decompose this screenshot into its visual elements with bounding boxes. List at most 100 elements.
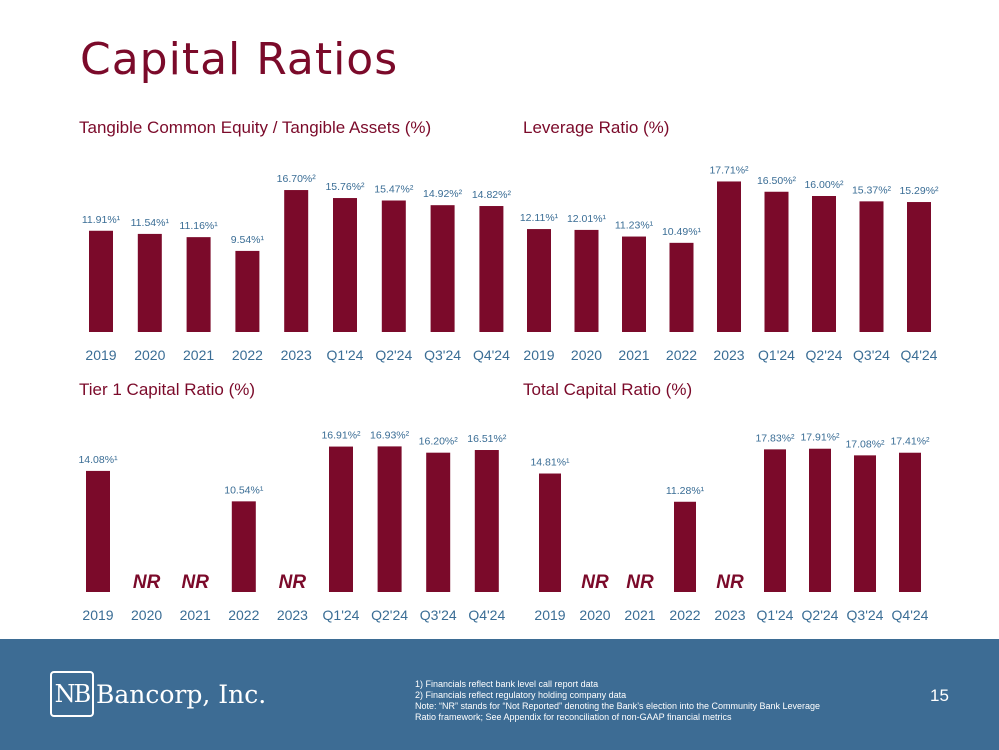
x-tick-label: 2021 [183,347,214,363]
bar [186,237,211,332]
x-tick-label: 2022 [232,347,263,363]
data-label: 11.16%¹ [179,220,218,232]
x-tick-label: Q1'24 [323,607,360,623]
data-label: 15.29%² [899,185,939,197]
bar [235,250,260,332]
bar [899,452,921,592]
data-label: 11.54%¹ [131,217,170,229]
x-tick-label: 2023 [714,607,745,623]
bar [764,191,789,332]
bar [86,470,110,592]
chart-title: Total Capital Ratio (%) [523,380,693,399]
data-label: 16.91%² [321,430,361,442]
x-tick-label: 2019 [534,607,565,623]
chart-canvas: 14.08%¹ 2019 NR 2020 NR 2021 10.54%¹ 2022 NR 2023… [78,429,507,623]
data-label: 10.54%¹ [224,484,264,496]
data-label: 10.49%¹ [662,226,702,238]
footer-bar: NB Bancorp, Inc. 1) Financials reflect b… [0,639,999,750]
data-label: 11.28%¹ [666,485,705,497]
data-label: 16.51%² [467,433,507,445]
data-label: 14.08%¹ [78,454,118,466]
logo-mark: NB [50,671,94,717]
bar [717,181,741,332]
x-tick-label: Q4'24 [901,347,938,363]
bar [539,473,561,592]
x-tick-label: 2023 [281,347,312,363]
chart-title: Tier 1 Capital Ratio (%) [79,380,256,399]
x-tick-label: 2023 [277,607,308,623]
data-label: 11.23%¹ [615,220,654,232]
x-tick-label: Q3'24 [420,607,457,623]
bar [377,446,402,592]
x-tick-label: Q2'24 [802,607,839,623]
bar [426,452,451,592]
footnote-note: Note: “NR” stands for “Not Reported” den… [415,701,821,722]
chart-title: Tangible Common Equity / Tangible Assets… [79,118,432,137]
data-label: 12.11%¹ [520,212,559,224]
data-label: 17.41%² [890,436,930,448]
data-label: 17.83%² [755,432,795,444]
tce-ratio-chart: Tangible Common Equity / Tangible Assets… [79,118,519,368]
bar [812,196,836,332]
x-tick-label: Q3'24 [853,347,890,363]
bar [381,200,406,332]
x-tick-label: 2020 [579,607,610,623]
x-tick-label: Q4'24 [892,607,929,623]
x-tick-label: 2020 [134,347,165,363]
bar [859,201,884,332]
x-tick-label: Q3'24 [424,347,461,363]
leverage-ratio-chart: Leverage Ratio (%) 12.11%¹ 2019 12.01%¹ 202… [520,118,963,368]
data-label: 16.50%² [757,175,797,187]
bar [479,206,504,332]
data-label: 9.54%¹ [231,234,265,246]
x-tick-label: Q1'24 [757,607,794,623]
data-label: 17.08%² [845,438,885,450]
data-label: 17.91%² [800,432,840,444]
data-label: 16.93%² [370,429,410,441]
page-number: 15 [930,686,949,705]
x-tick-label: 2022 [669,607,700,623]
data-label: 11.91%¹ [82,214,121,226]
chart-canvas: 11.91%¹ 2019 11.54%¹ 2020 11.16%¹ 2021 9.54%¹ 2… [82,173,512,363]
x-tick-label: Q4'24 [473,347,510,363]
not-reported-label: NR [581,572,609,593]
data-label: 12.01%¹ [567,213,607,225]
x-tick-label: Q3'24 [847,607,884,623]
not-reported-label: NR [279,572,307,593]
chart-canvas: 12.11%¹ 2019 12.01%¹ 2020 11.23%¹ 2021 10.49%¹… [520,164,939,363]
data-label: 15.37%² [852,184,892,196]
footnote-2: 2) Financials reflect regulatory holding… [415,690,627,700]
bar [137,233,162,332]
data-label: 14.81%¹ [530,457,570,469]
bar [329,446,353,592]
x-tick-label: 2019 [82,607,113,623]
bar [669,242,694,332]
tier1-capital-ratio-chart: Tier 1 Capital Ratio (%) 14.08%¹ 2019 NR 20… [78,380,519,630]
x-tick-label: 2020 [131,607,162,623]
data-label: 14.92%² [423,188,463,200]
data-label: 15.47%² [374,184,414,196]
x-tick-label: Q1'24 [758,347,795,363]
bar [764,449,786,592]
bar [284,190,309,332]
data-label: 14.82%² [472,189,512,201]
data-label: 16.70%² [277,173,317,185]
x-tick-label: 2019 [85,347,116,363]
chart-title: Leverage Ratio (%) [523,118,670,137]
bar [622,236,646,332]
x-tick-label: Q2'24 [806,347,843,363]
footnotes: 1) Financials reflect bank level call re… [415,679,835,723]
bar [89,230,113,332]
not-reported-label: NR [716,572,744,593]
logo-text: Bancorp, Inc. [96,679,267,709]
x-tick-label: 2020 [571,347,602,363]
data-label: 17.71%² [709,164,749,176]
bar [231,501,256,592]
data-label: 16.20%² [419,436,459,448]
bar [809,448,831,592]
slide-title: Capital Ratios [80,34,399,85]
x-tick-label: 2021 [180,607,211,623]
bar [907,202,931,332]
footnote-1: 1) Financials reflect bank level call re… [415,679,599,689]
not-reported-label: NR [133,572,161,593]
